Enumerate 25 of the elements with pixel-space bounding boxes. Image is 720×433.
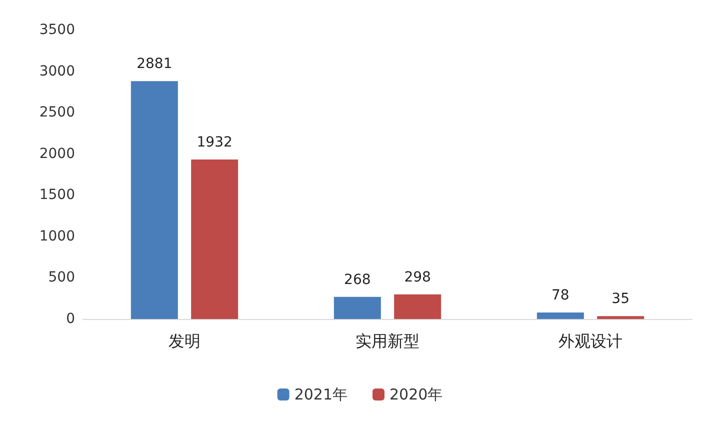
bar [334, 296, 381, 319]
y-tick-label: 500 [48, 270, 75, 286]
y-tick-label: 0 [66, 311, 75, 327]
data-label: 2881 [136, 56, 172, 72]
bar [394, 294, 442, 319]
legend-label: 2021年 [294, 386, 348, 404]
data-label: 268 [344, 272, 371, 288]
x-tick-label: 发明 [168, 332, 200, 350]
y-tick-label: 3000 [39, 63, 75, 80]
bar [597, 316, 644, 319]
data-label: 298 [404, 269, 431, 286]
bar [536, 312, 584, 319]
y-tick-label: 1000 [39, 228, 75, 244]
data-label: 78 [552, 288, 570, 304]
data-label: 1932 [196, 134, 232, 150]
legend-label: 2020年 [390, 386, 443, 404]
y-tick-label: 1500 [39, 187, 75, 204]
y-tick-label: 2500 [39, 104, 75, 121]
y-tick-label: 2000 [39, 146, 75, 162]
bar [130, 81, 178, 319]
x-tick-label: 实用新型 [356, 332, 420, 350]
bar [191, 159, 238, 319]
x-tick-label: 外观设计 [558, 332, 622, 350]
y-tick-label: 3500 [39, 22, 75, 38]
data-label: 35 [612, 291, 630, 308]
